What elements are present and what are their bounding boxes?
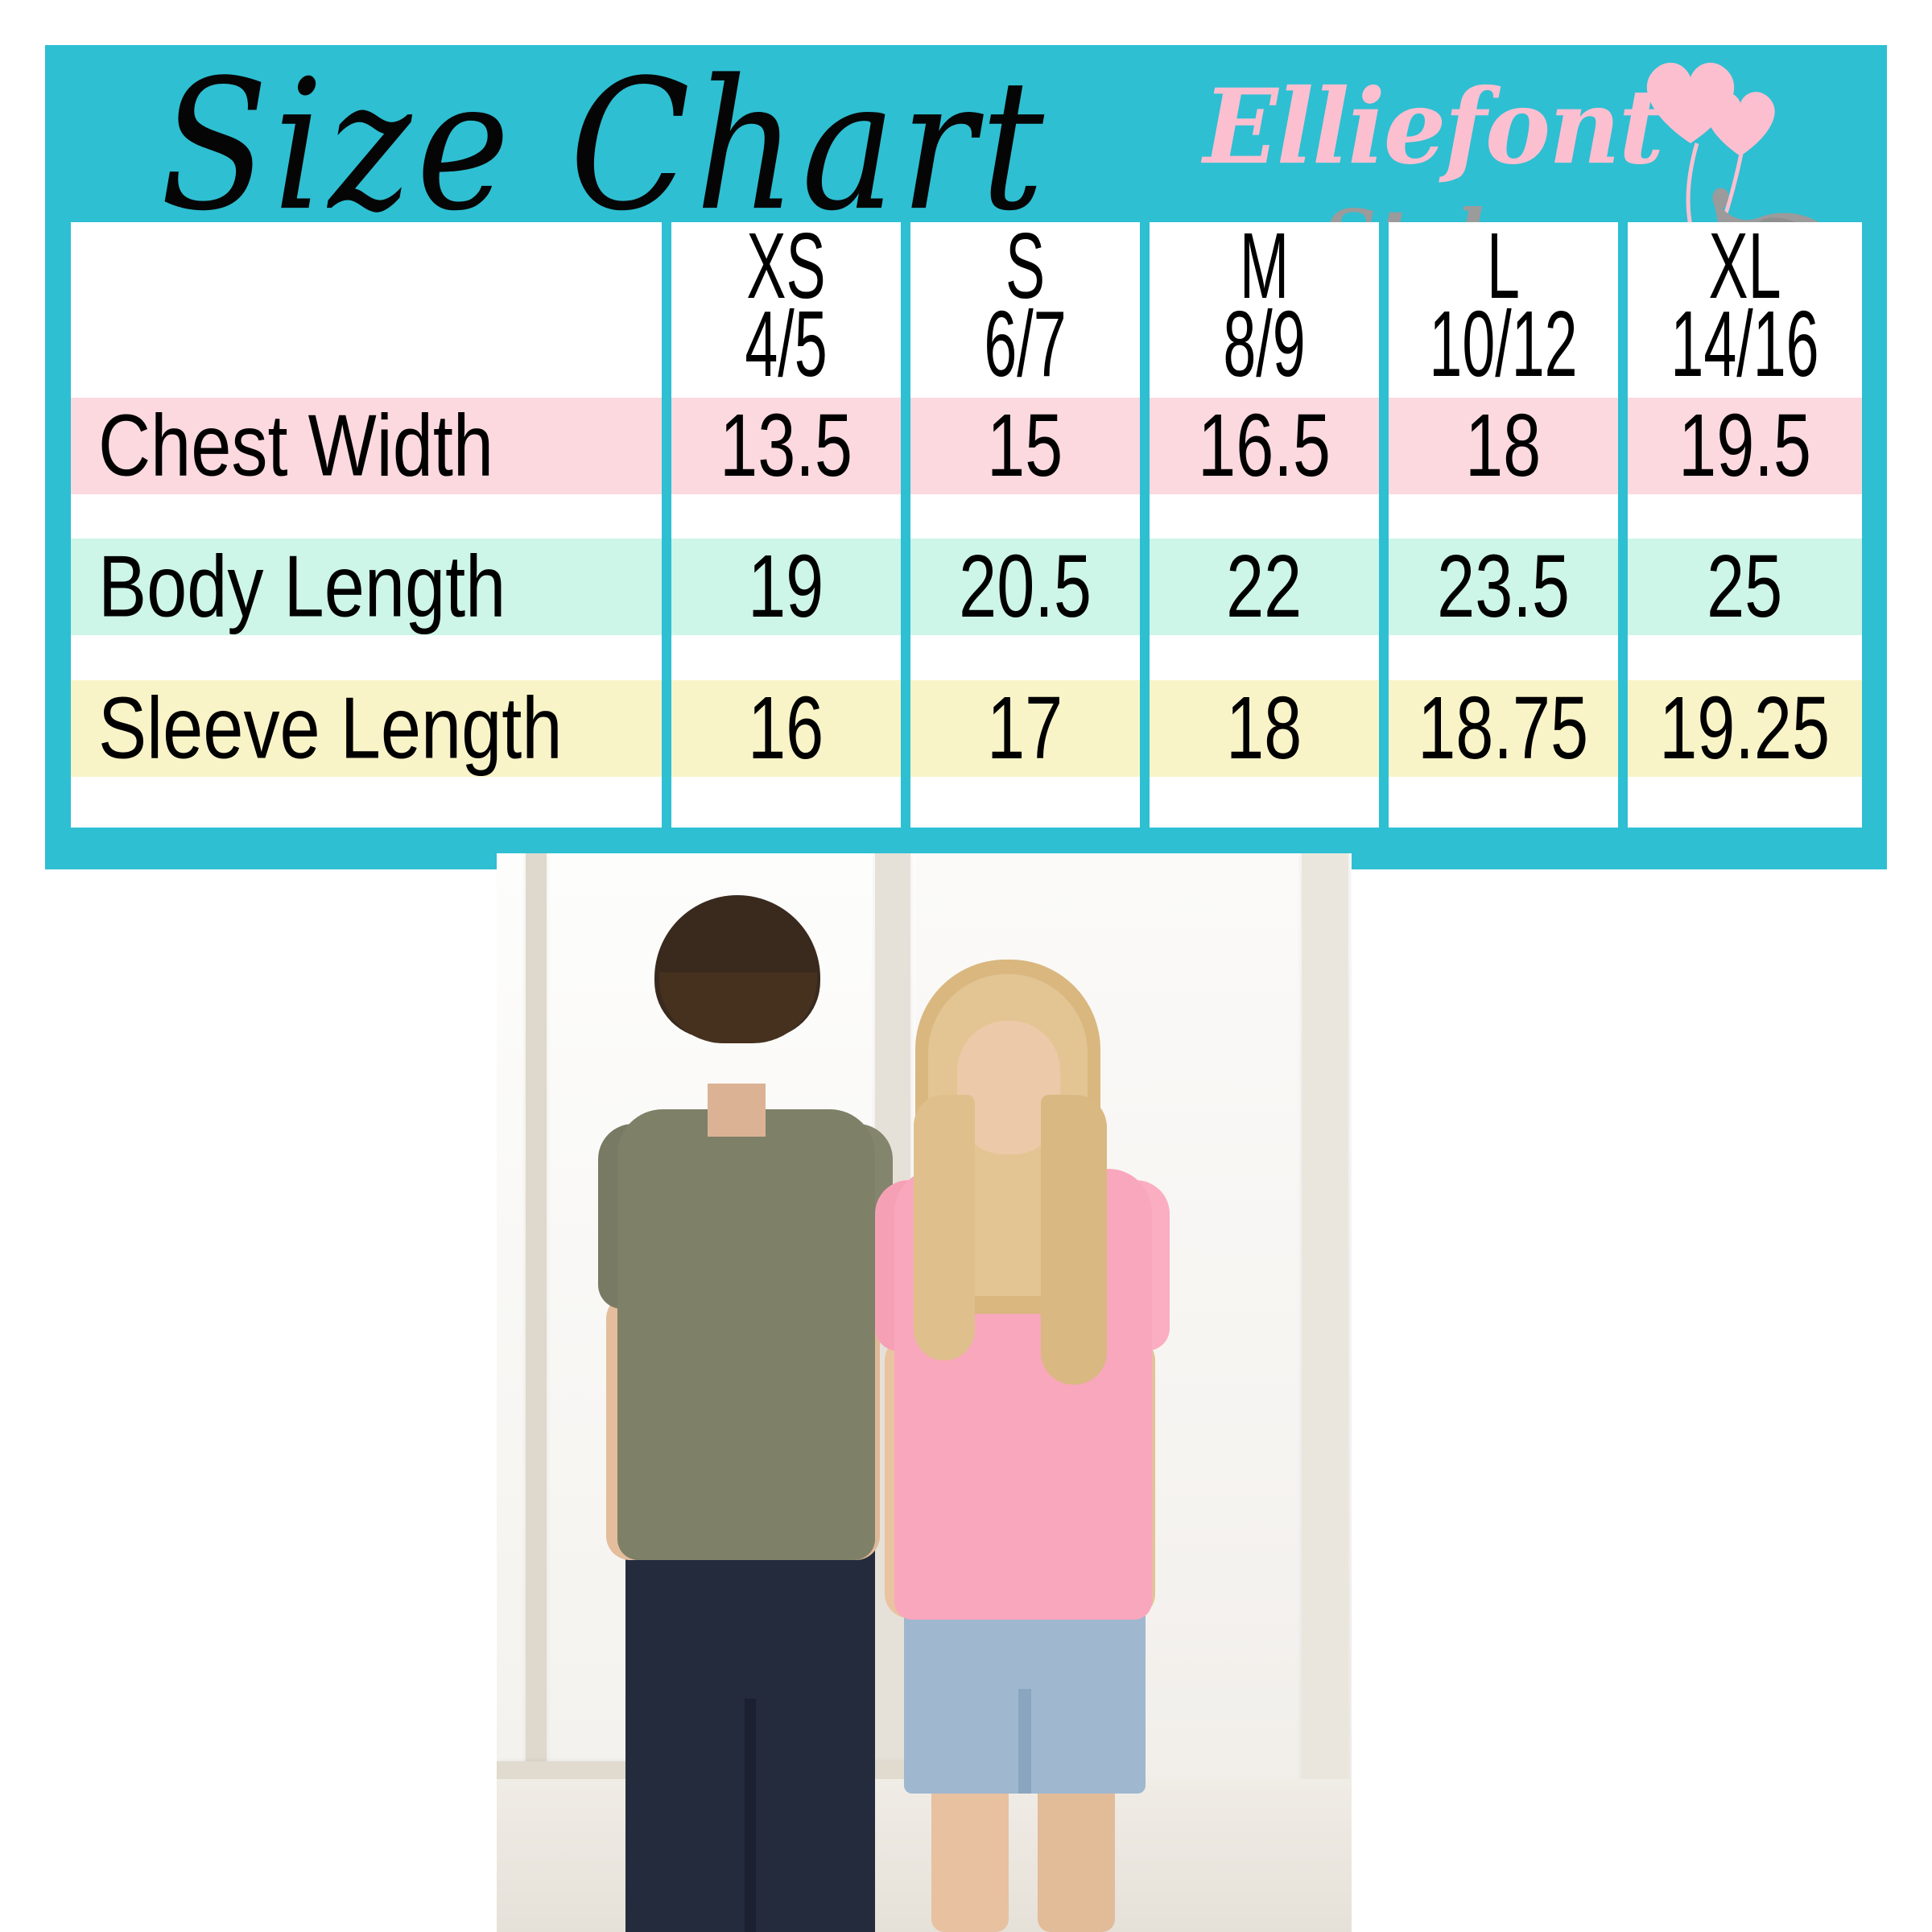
girl-leg bbox=[1038, 1779, 1115, 1932]
boy-tshirt bbox=[617, 1109, 875, 1560]
table-row: Chest Width 13.5 15 16.5 18 19.5 bbox=[71, 390, 1862, 502]
header-cell-m: M 8/9 bbox=[1140, 213, 1384, 396]
bottom-cell bbox=[901, 784, 1145, 828]
spacer-cell bbox=[1379, 502, 1623, 532]
header-corner-cell bbox=[71, 222, 667, 390]
spacer-cell bbox=[1140, 502, 1384, 532]
size-label-xs: XS bbox=[746, 213, 826, 318]
spacer-cell bbox=[662, 502, 906, 532]
cell-value: 18 bbox=[1226, 679, 1302, 778]
cell-body-xl: 25 bbox=[1618, 531, 1862, 643]
row-label-text: Body Length bbox=[98, 539, 506, 636]
cell-value: 19.5 bbox=[1678, 396, 1811, 495]
cell-chest-xs: 13.5 bbox=[662, 390, 906, 502]
cell-chest-m: 16.5 bbox=[1140, 390, 1384, 502]
row-label-sleeve-length: Sleeve Length bbox=[71, 672, 667, 785]
age-label-m: 8/9 bbox=[1223, 291, 1306, 396]
row-label-chest-width: Chest Width bbox=[71, 390, 667, 502]
cell-value: 16 bbox=[748, 679, 824, 778]
table-row: Sleeve Length 16 17 18 18.75 19.25 bbox=[71, 672, 1862, 785]
boy-hair bbox=[654, 895, 820, 1043]
girl-hair-strand bbox=[1041, 1095, 1107, 1385]
header-cell-xl: XL 14/16 bbox=[1618, 213, 1862, 396]
girl-hair-strand bbox=[914, 1095, 975, 1360]
age-label-s: 6/7 bbox=[984, 291, 1067, 396]
window-frame bbox=[1302, 853, 1348, 1884]
size-label-m: M bbox=[1239, 213, 1290, 318]
cell-sleeve-s: 17 bbox=[901, 672, 1145, 785]
cell-value: 13.5 bbox=[720, 396, 852, 495]
cell-value: 20.5 bbox=[959, 538, 1092, 637]
spacer-cell bbox=[1140, 642, 1384, 673]
bottom-cell bbox=[662, 784, 906, 828]
cell-body-m: 22 bbox=[1140, 531, 1384, 643]
cell-sleeve-xl: 19.25 bbox=[1618, 672, 1862, 785]
cell-value: 15 bbox=[987, 396, 1063, 495]
size-chart-table: XS 4/5 S 6/7 M 8/9 L 10/12 bbox=[71, 213, 1862, 828]
window-frame bbox=[526, 853, 547, 1811]
brand-name: Elliefont bbox=[1203, 65, 1665, 188]
cell-body-xs: 19 bbox=[662, 531, 906, 643]
cell-sleeve-xs: 16 bbox=[662, 672, 906, 785]
cell-sleeve-l: 18.75 bbox=[1379, 672, 1623, 785]
row-label-text: Chest Width bbox=[98, 397, 494, 494]
row-label-body-length: Body Length bbox=[71, 531, 667, 643]
bottom-cell bbox=[71, 784, 667, 828]
row-label-text: Sleeve Length bbox=[98, 680, 563, 778]
row-spacer bbox=[71, 642, 1862, 673]
size-label-xl: XL bbox=[1708, 213, 1781, 318]
cell-body-l: 23.5 bbox=[1379, 531, 1623, 643]
product-photo bbox=[497, 853, 1352, 1932]
cell-chest-l: 18 bbox=[1379, 390, 1623, 502]
cell-chest-xl: 19.5 bbox=[1618, 390, 1862, 502]
spacer-cell bbox=[901, 502, 1145, 532]
cell-value: 23.5 bbox=[1437, 538, 1570, 637]
girl-leg bbox=[931, 1779, 1009, 1932]
size-label-l: L bbox=[1487, 213, 1520, 318]
boy-neck bbox=[708, 1084, 766, 1137]
bottom-cell bbox=[1140, 784, 1384, 828]
bottom-cell bbox=[1618, 784, 1862, 828]
girl-shorts bbox=[904, 1592, 1146, 1794]
cell-value: 18 bbox=[1465, 396, 1542, 495]
age-label-l: 10/12 bbox=[1429, 291, 1578, 396]
cell-body-s: 20.5 bbox=[901, 531, 1145, 643]
bottom-cell bbox=[1379, 784, 1623, 828]
table-row: Body Length 19 20.5 22 23.5 25 bbox=[71, 531, 1862, 643]
row-spacer bbox=[71, 502, 1862, 532]
table-header-row: XS 4/5 S 6/7 M 8/9 L 10/12 bbox=[71, 213, 1862, 396]
header-cell-s: S 6/7 bbox=[901, 213, 1145, 396]
cell-value: 18.75 bbox=[1418, 679, 1589, 778]
cell-value: 19.25 bbox=[1659, 679, 1831, 778]
spacer-cell bbox=[71, 502, 667, 532]
cell-value: 17 bbox=[987, 679, 1063, 778]
spacer-cell bbox=[901, 642, 1145, 673]
age-label-xl: 14/16 bbox=[1670, 291, 1819, 396]
size-label-s: S bbox=[1005, 213, 1046, 318]
header-cell-xs: XS 4/5 bbox=[662, 213, 906, 396]
cell-sleeve-m: 18 bbox=[1140, 672, 1384, 785]
header-cell-l: L 10/12 bbox=[1379, 213, 1623, 396]
cell-value: 16.5 bbox=[1198, 396, 1331, 495]
spacer-cell bbox=[71, 642, 667, 673]
page-title: Size Chart bbox=[159, 41, 1050, 251]
cell-value: 25 bbox=[1707, 538, 1783, 637]
spacer-cell bbox=[1618, 502, 1862, 532]
heart-balloon-icon bbox=[1706, 92, 1775, 156]
spacer-cell bbox=[1379, 642, 1623, 673]
cell-value: 22 bbox=[1226, 538, 1302, 637]
boy-jeans bbox=[625, 1530, 875, 1932]
size-chart-table-wrap: XS 4/5 S 6/7 M 8/9 L 10/12 bbox=[71, 213, 1862, 828]
table-bottom-row bbox=[71, 784, 1862, 828]
cell-chest-s: 15 bbox=[901, 390, 1145, 502]
age-label-xs: 4/5 bbox=[745, 291, 828, 396]
spacer-cell bbox=[1618, 642, 1862, 673]
header-panel: Size Chart Kids Shirts Elliefont Styles bbox=[45, 45, 1887, 869]
cell-value: 19 bbox=[748, 538, 824, 637]
spacer-cell bbox=[662, 642, 906, 673]
